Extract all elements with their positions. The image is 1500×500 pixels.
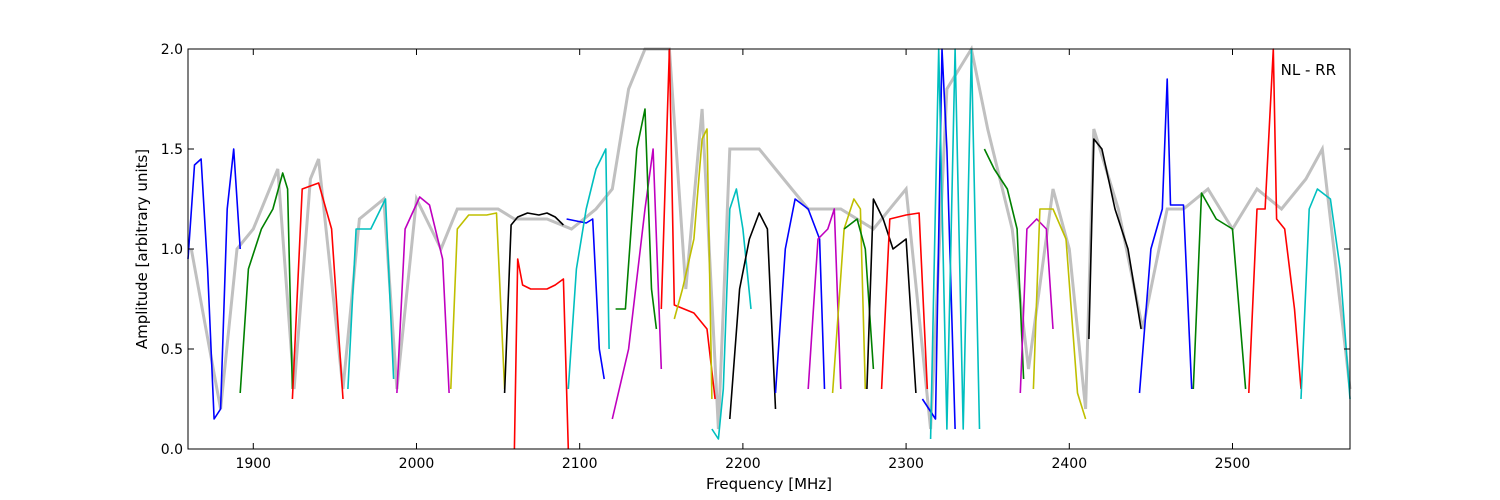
band-series-line [983,148,1025,380]
y-tick-label: 2.0 [161,42,183,58]
x-axis-ticks: 1900 2000 2100 2200 2300 2400 2500 [235,49,1250,472]
y-axis-ticks: 0.0 0.5 1.0 1.5 2.0 [161,42,1350,458]
band-series-line [615,108,658,330]
baseline-annotation: NL - RR [1281,61,1336,79]
band-series-line [513,258,570,450]
band-series-line [1248,48,1302,394]
x-axis-label: Frequency [MHz] [706,475,832,493]
x-tick-label: 2500 [1215,456,1251,472]
band-series-line [450,212,506,390]
band-series-line [611,148,663,420]
band-series-line [880,212,929,390]
band-series-line [711,188,752,440]
band-series-line [866,198,917,394]
band-series-line [187,148,241,420]
band-series-line [1088,138,1142,340]
band-series-line [807,208,842,390]
x-tick-label: 2000 [399,456,435,472]
band-series-line [774,198,826,394]
band-series-line [566,218,605,380]
band-series-line [347,198,395,390]
band-series-line [1032,208,1087,420]
band-series-line [660,48,716,400]
band-series-line [396,196,450,394]
band-series-line [831,198,867,394]
band-series-line [729,212,777,420]
x-tick-label: 2200 [725,456,761,472]
x-tick-label: 2300 [888,456,924,472]
band-series-line [673,128,713,400]
band-series-line [1138,78,1193,394]
band-series-line [239,172,294,394]
background-trace [189,44,1352,430]
band-series-line [1019,218,1054,394]
series-layer [187,48,1351,450]
band-series-line [1192,192,1247,390]
background-trace-layer [189,44,1352,430]
y-tick-label: 1.0 [161,242,183,258]
y-tick-label: 1.5 [161,142,183,158]
x-tick-label: 2400 [1051,456,1087,472]
x-tick-label: 2100 [562,456,598,472]
band-series-line [567,148,610,390]
x-tick-label: 1900 [235,456,271,472]
y-tick-label: 0.0 [161,442,183,458]
y-axis-label: Amplitude [arbitrary units] [133,149,151,349]
y-tick-label: 0.5 [161,342,183,358]
band-series-line [1300,188,1351,400]
band-series-line [291,182,344,400]
band-series-line [503,212,564,394]
